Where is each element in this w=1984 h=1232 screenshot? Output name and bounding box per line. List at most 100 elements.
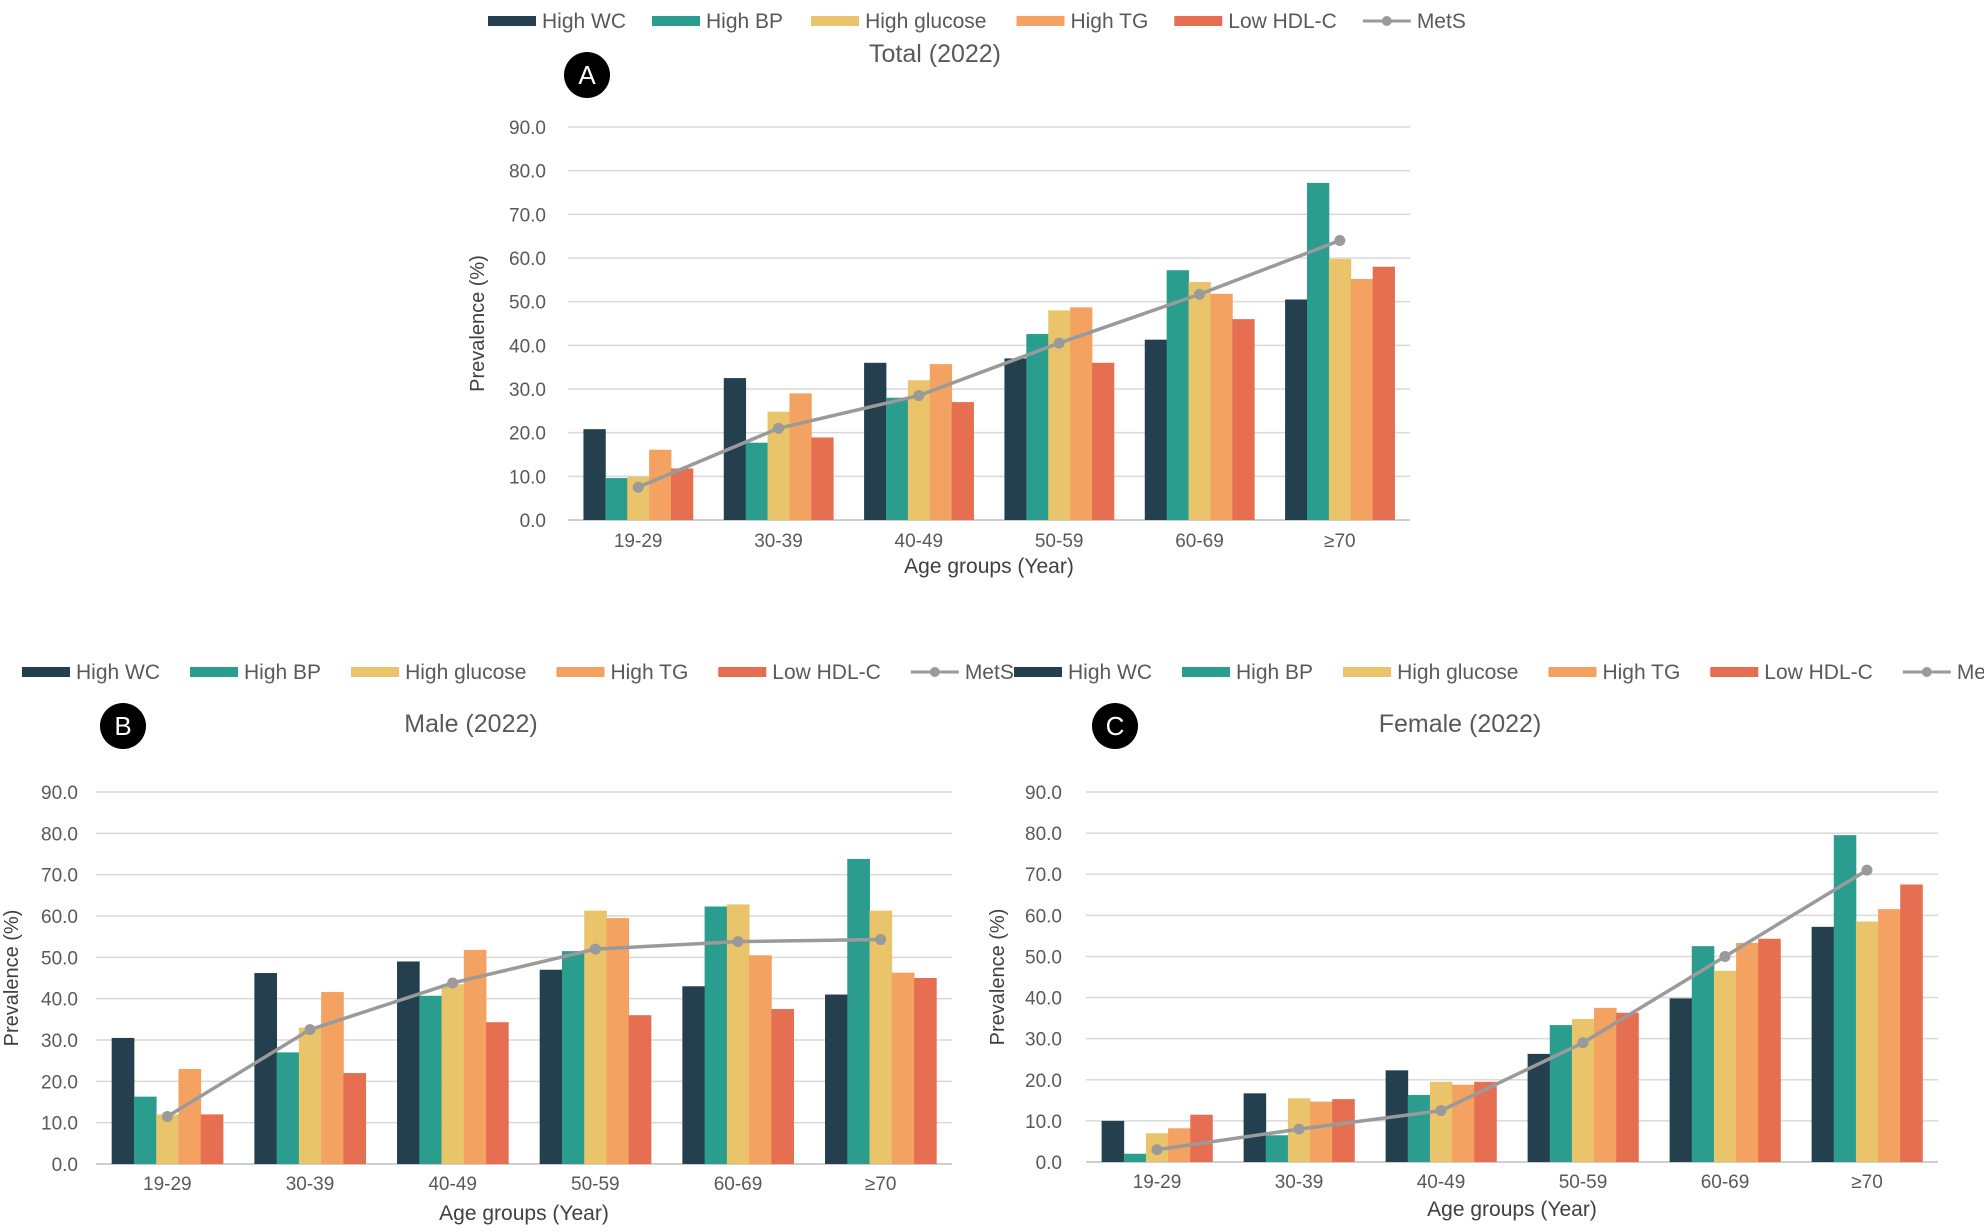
y-tick-label: 20.0: [1025, 1071, 1062, 1092]
bar-high-wc: [723, 378, 747, 520]
legend-entry: High glucose: [351, 661, 526, 684]
mets-line: [166, 937, 881, 1118]
legend-label: MetS: [965, 661, 1014, 684]
y-tick-label: 40.0: [41, 990, 78, 1011]
bar-high-wc: [1004, 358, 1027, 520]
legend-a: High WC High BP High glucose High TG Low HDL…: [488, 10, 1466, 33]
x-axis-label: Age groups (Year): [904, 555, 1074, 578]
bar-high-bp: [1166, 270, 1189, 520]
bar-high-glucose: [907, 380, 931, 520]
legend-entry: High glucose: [811, 10, 986, 33]
x-tick-label: ≥70: [1851, 1172, 1883, 1193]
legend-swatch: [1548, 667, 1597, 677]
mets-point: [1194, 288, 1205, 300]
x-tick-label: 40-49: [895, 531, 944, 552]
legend-entry: Low HDL-C: [718, 661, 881, 684]
legend-entry: High WC: [488, 10, 626, 33]
bar-high-tg: [1878, 909, 1901, 1162]
bar-high-wc: [583, 429, 606, 520]
y-tick-label: 60.0: [41, 907, 78, 928]
y-tick-label: 80.0: [41, 824, 78, 845]
bar-high-wc: [254, 973, 278, 1164]
x-axis-label: Age groups (Year): [1427, 1198, 1597, 1221]
badge-circle: [564, 52, 610, 98]
bar-low-hdl-c: [628, 1015, 652, 1164]
mets-point: [1719, 950, 1731, 962]
mets-line: [1156, 868, 1868, 1152]
bar-high-tg: [1350, 278, 1374, 520]
x-tick-label: 30-39: [286, 1174, 335, 1195]
bar-high-bp: [1265, 1135, 1289, 1162]
mets-line: [637, 238, 1341, 489]
legend-marker: [929, 667, 940, 677]
y-tick-label: 30.0: [41, 1031, 78, 1052]
legend-swatch: [718, 667, 767, 677]
legend-label: High WC: [542, 10, 626, 33]
panel-badge: A: [564, 52, 610, 98]
mets-point: [1861, 864, 1873, 876]
y-tick-label: 0.0: [52, 1155, 78, 1176]
bar-low-hdl-c: [1616, 1012, 1639, 1162]
bar-high-wc: [1669, 998, 1693, 1162]
y-tick-label: 90.0: [1025, 783, 1062, 804]
legend-swatch: [1182, 667, 1231, 677]
legend-label: High BP: [244, 661, 321, 684]
x-tick-label: ≥70: [865, 1174, 897, 1195]
legend-entry: MetS: [1362, 10, 1466, 33]
badge-letter: C: [1106, 711, 1125, 741]
legend-label: High glucose: [405, 661, 526, 684]
chart-title: Total (2022): [869, 40, 1001, 68]
y-tick-label: 10.0: [41, 1114, 78, 1135]
legend-entry: Low HDL-C: [1710, 661, 1873, 684]
bar-high-tg: [929, 364, 953, 520]
bar-high-wc: [1243, 1093, 1267, 1162]
legend-label: Low HDL-C: [1228, 10, 1337, 33]
y-tick-label: 70.0: [1025, 865, 1062, 886]
mets-point: [589, 943, 601, 955]
chart-panel-b: B Male (2022) 0.0 10.0 20.0 30.0 40.0 50.0 60.0 7…: [1, 703, 952, 1225]
bar-low-hdl-c: [914, 978, 937, 1164]
bar-high-bp: [745, 442, 768, 520]
y-tick-label: 80.0: [1025, 824, 1062, 845]
x-axis-label: Age groups (Year): [439, 1202, 609, 1225]
panel-badge: B: [100, 703, 146, 749]
bar-low-hdl-c: [1232, 319, 1255, 520]
badge-letter: B: [114, 711, 131, 741]
mets-point: [447, 977, 459, 989]
bar-high-tg: [178, 1068, 202, 1164]
y-axis-label: Prevalence (%): [1, 910, 23, 1047]
legend-swatch: [1174, 16, 1223, 26]
legend-entry: High BP: [1182, 661, 1313, 684]
x-tick-label: 19-29: [143, 1174, 192, 1195]
mets-point: [1577, 1037, 1589, 1049]
x-tick-label: ≥70: [1324, 531, 1356, 552]
mets-point: [1293, 1123, 1305, 1135]
x-tick-label: 40-49: [428, 1174, 477, 1195]
bar-high-tg: [1210, 293, 1233, 520]
bar-high-wc: [1101, 1120, 1125, 1162]
legend-entry: High TG: [1016, 10, 1148, 33]
legend-swatch: [652, 16, 701, 26]
bar-low-hdl-c: [671, 468, 694, 520]
mets-point: [304, 1024, 316, 1036]
bar-high-wc: [682, 986, 706, 1164]
legend-label: High TG: [1602, 661, 1680, 684]
legend-entry: High BP: [652, 10, 783, 33]
bar-high-bp: [1833, 835, 1857, 1162]
legend-entry: High glucose: [1343, 661, 1518, 684]
x-tick-label: 19-29: [614, 531, 663, 552]
bar-low-hdl-c: [1190, 1114, 1213, 1162]
y-tick-label: 0.0: [520, 511, 546, 532]
bar-high-tg: [649, 449, 672, 520]
bar-high-bp: [847, 858, 870, 1164]
mets-point: [1151, 1144, 1163, 1156]
y-tick-label: 70.0: [41, 866, 78, 887]
bar-low-hdl-c: [1092, 362, 1115, 520]
y-tick-label: 60.0: [509, 249, 546, 270]
legend-swatch: [190, 667, 239, 677]
bar-high-bp: [1306, 182, 1330, 521]
bar-high-wc: [864, 362, 887, 520]
bar-high-tg: [1310, 1101, 1333, 1162]
bar-low-hdl-c: [1332, 1099, 1355, 1162]
legend-c: High WC High BP High glucose High TG Low HDL…: [1014, 661, 1984, 684]
